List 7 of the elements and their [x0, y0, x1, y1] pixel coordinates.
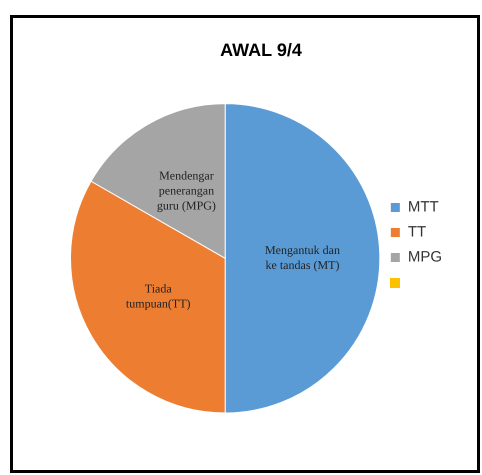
text: Mengantuk dan ke tandas (MT)	[265, 242, 340, 272]
chart-title: AWAL 9/4	[220, 40, 302, 60]
text: Mendengar penerangan guru (MPG)	[156, 168, 216, 213]
legend-label: MTT	[408, 198, 439, 216]
legend-label: MPG	[408, 248, 442, 266]
text: Tiada tumpuan(TT)	[126, 282, 191, 311]
legend-label: TT	[408, 224, 426, 241]
